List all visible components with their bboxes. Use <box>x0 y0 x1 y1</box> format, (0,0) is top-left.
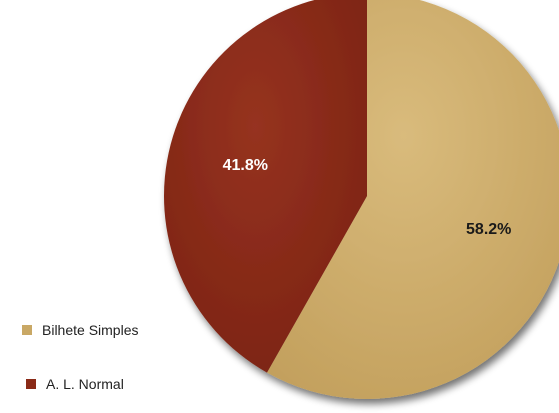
legend-label: Bilhete Simples <box>42 322 139 338</box>
legend-item-bilhete-simples: Bilhete Simples <box>22 320 139 340</box>
legend-item-al-normal: A. L. Normal <box>26 374 139 394</box>
legend-swatch-al-normal <box>26 379 36 389</box>
pie-slices-group <box>164 0 559 399</box>
legend: Bilhete Simples A. L. Normal <box>22 320 139 413</box>
legend-swatch-bilhete-simples <box>22 325 32 335</box>
pie-label-al-normal: 41.8% <box>223 157 268 174</box>
pie-label-bilhete-simples: 58.2% <box>466 221 511 238</box>
legend-label: A. L. Normal <box>46 376 124 392</box>
